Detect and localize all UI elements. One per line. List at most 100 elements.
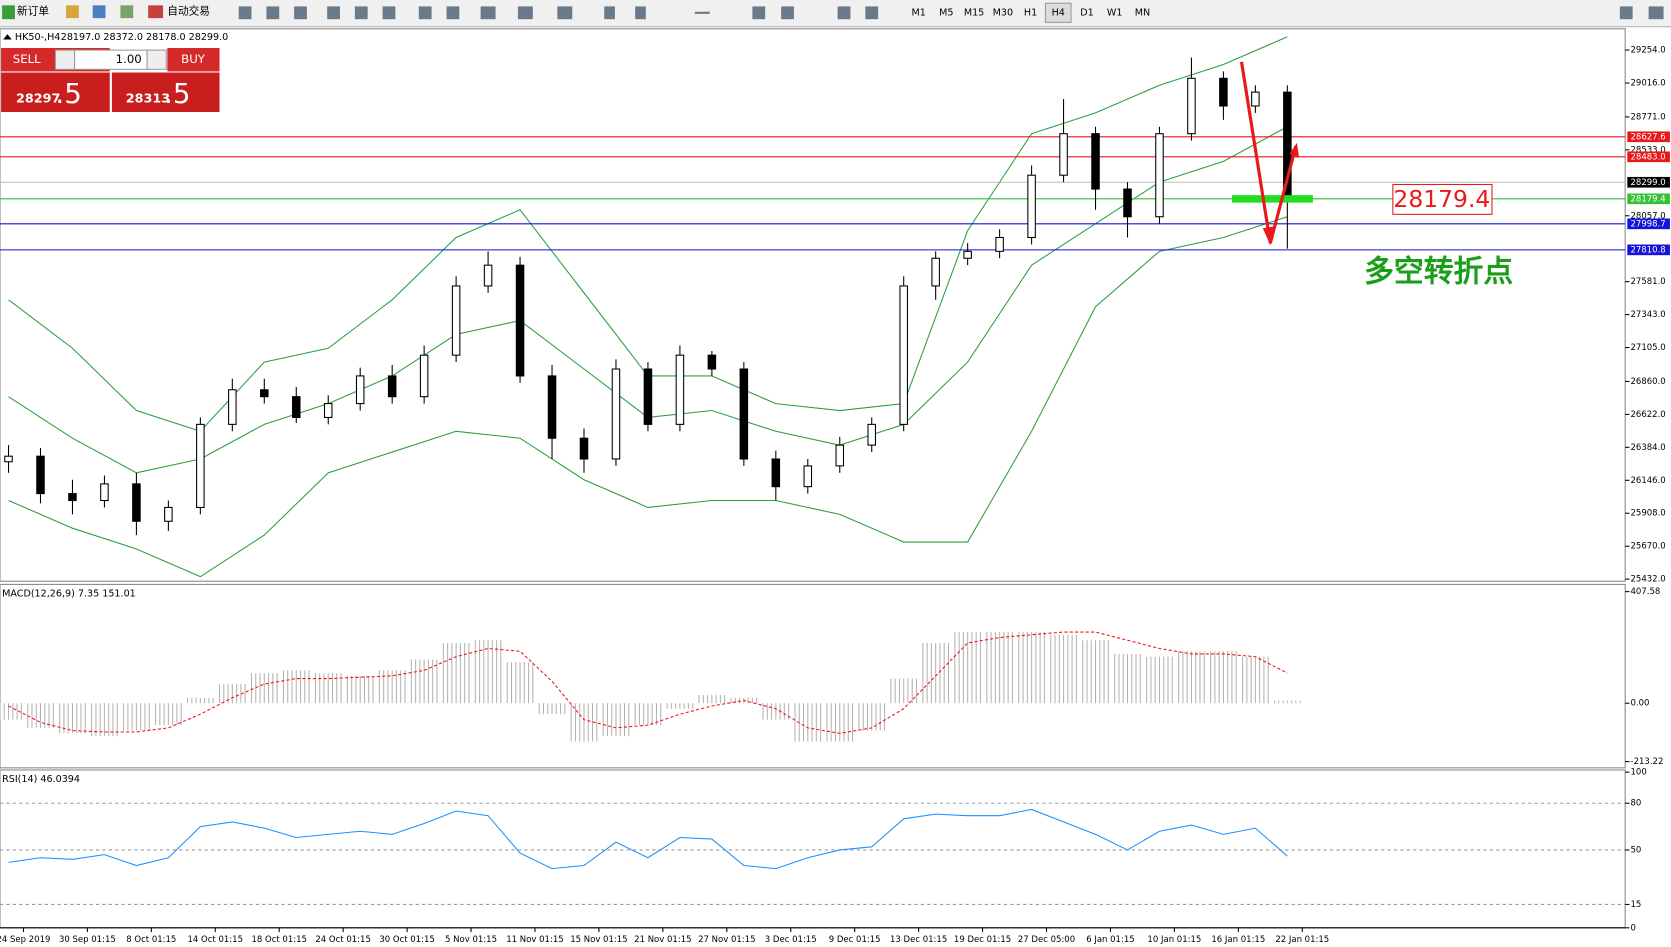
price-level-label: 28299.0 [1631, 178, 1666, 188]
buy-label[interactable]: BUY [181, 52, 206, 66]
candle-body [196, 423, 205, 508]
x-tick-label: 24 Oct 01:15 [315, 935, 370, 945]
candle-body [1155, 133, 1164, 218]
timeframe-active [1044, 2, 1072, 23]
timeframe-button[interactable]: M1 [911, 7, 925, 18]
bollinger-lower [8, 216, 1288, 578]
tool-icon[interactable] [446, 6, 460, 20]
candle-body [132, 483, 141, 522]
x-tick-label: 8 Oct 01:15 [126, 935, 176, 945]
y-tick-label: 29254.0 [1631, 46, 1666, 56]
tool-icon[interactable] [480, 6, 496, 20]
timeframe-button[interactable]: D1 [1080, 7, 1093, 18]
candle-body [803, 465, 813, 488]
y-tick-label: 29016.0 [1631, 79, 1666, 89]
bid-pips[interactable]: .5 [55, 77, 81, 110]
candle-body [899, 285, 908, 425]
tool-icon[interactable] [92, 5, 106, 19]
tool-icon[interactable] [557, 6, 573, 20]
tool-icon[interactable] [266, 6, 280, 20]
candle-body [643, 368, 653, 425]
bid-box[interactable] [1, 72, 110, 112]
timeframe-button[interactable]: M5 [939, 7, 953, 18]
timeframe-button[interactable]: MN [1135, 7, 1150, 18]
tool-icon[interactable] [694, 11, 710, 14]
rsi-label: RSI(14) 46.0394 [2, 774, 80, 785]
chat-icon[interactable] [1648, 6, 1664, 20]
tool-icon[interactable] [354, 6, 368, 20]
y-tick-label: 28533.0 [1631, 145, 1666, 155]
candle-body [739, 368, 749, 460]
rsi-panel: 100 80 50 15 0 [0, 768, 1647, 933]
x-tick-label: 21 Nov 01:15 [634, 935, 691, 945]
tool-icon[interactable] [66, 5, 79, 19]
bid-price[interactable]: 28297 [16, 92, 60, 107]
y-tick-label: 0 [1631, 923, 1636, 933]
new-order-icon[interactable] [2, 5, 15, 20]
y-tick-label: 407.58 [1631, 587, 1661, 597]
y-tick-label: 27105.0 [1631, 343, 1666, 353]
tool-icon[interactable] [294, 6, 307, 20]
ask-price[interactable]: 28313 [126, 92, 170, 107]
price-level-tag [1627, 131, 1670, 143]
tool-icon[interactable] [752, 6, 766, 20]
y-tick-label: 100 [1631, 768, 1647, 778]
y-tick-label: 25908.0 [1631, 509, 1666, 519]
tool-icon[interactable] [604, 6, 615, 20]
tool-icon[interactable] [327, 6, 340, 20]
y-tick-label: 26384.0 [1631, 443, 1666, 453]
timeframe-button[interactable]: M30 [993, 7, 1013, 18]
buy-button[interactable] [167, 47, 220, 72]
tool-icon[interactable] [865, 6, 879, 20]
tool-icon[interactable] [238, 6, 252, 20]
x-tick-label: 11 Nov 01:15 [506, 935, 563, 945]
y-tick-label: 80 [1631, 799, 1642, 809]
lots-value[interactable]: 1.00 [116, 52, 142, 66]
price-level-label: 27810.8 [1631, 245, 1666, 255]
y-tick-label: -213.22 [1631, 757, 1664, 767]
search-icon[interactable] [1619, 6, 1633, 20]
timeframe-button[interactable]: H4 [1052, 7, 1065, 18]
timeframe-button[interactable]: M15 [964, 7, 984, 18]
level-annotation-box [1392, 183, 1493, 215]
ask-pips[interactable]: .5 [164, 77, 190, 110]
ohlc-header: 28197.0 28372.0 28178.0 28299.0 [61, 32, 229, 43]
sell-label[interactable]: SELL [13, 52, 41, 66]
tool-icon[interactable] [120, 5, 134, 19]
candle-body [867, 423, 876, 446]
candle-body [1123, 188, 1132, 218]
tool-icon[interactable] [418, 6, 432, 20]
ask-box[interactable] [111, 72, 220, 112]
candle-body [963, 250, 972, 259]
candle-body [1219, 77, 1228, 107]
arrow-head [1262, 226, 1276, 246]
auto-trading-button[interactable]: 自动交易 [167, 5, 210, 18]
tool-icon[interactable] [635, 6, 646, 20]
symbol-title: HK50-,H4 [15, 32, 60, 43]
candle-body [228, 389, 237, 425]
lots-down[interactable] [54, 49, 76, 70]
arrow-head [1289, 142, 1300, 158]
price-level-tag [1627, 218, 1670, 230]
candle-body [931, 257, 940, 287]
candle-body [1251, 91, 1260, 107]
candle-body [515, 264, 525, 377]
x-tick-label: 6 Jan 01:15 [1086, 935, 1134, 945]
new-order-button[interactable]: 新订单 [17, 5, 49, 18]
y-tick-label: 28771.0 [1631, 112, 1666, 122]
timeframe-button[interactable]: H1 [1024, 7, 1037, 18]
lots-up[interactable] [146, 49, 167, 70]
timeframe-button[interactable]: W1 [1107, 7, 1123, 18]
timeframe-bar: M1 M5 M15 M30 H1 H4 D1 W1 MN [911, 2, 1150, 23]
tool-icon[interactable] [517, 6, 533, 20]
candle-body [355, 375, 365, 405]
tool-icon[interactable] [781, 6, 794, 20]
x-tick-label: 13 Dec 01:15 [890, 935, 947, 945]
tool-icon[interactable] [837, 6, 851, 20]
price-level-label: 27998.7 [1631, 219, 1666, 229]
x-tick-label: 27 Dec 05:00 [1018, 935, 1075, 945]
tool-icon[interactable] [382, 6, 396, 20]
auto-trading-icon[interactable] [148, 5, 164, 19]
candle-body [4, 455, 13, 463]
collapse-icon[interactable] [3, 34, 12, 40]
